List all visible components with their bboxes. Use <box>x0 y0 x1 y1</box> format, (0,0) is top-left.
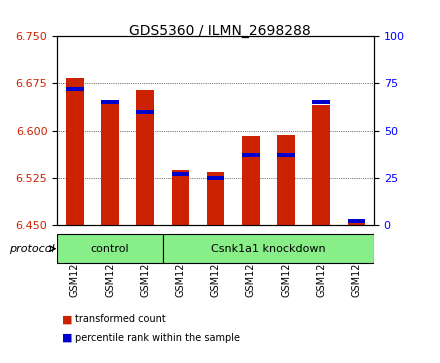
Bar <box>172 170 189 225</box>
Bar <box>242 153 260 157</box>
Bar <box>207 172 224 225</box>
Bar <box>348 221 365 225</box>
Bar <box>66 87 84 91</box>
Bar <box>207 176 224 180</box>
Bar <box>277 153 295 157</box>
Bar <box>101 104 119 225</box>
Bar <box>66 78 84 225</box>
Text: GDS5360 / ILMN_2698288: GDS5360 / ILMN_2698288 <box>129 24 311 38</box>
Text: ■: ■ <box>62 333 72 343</box>
Bar <box>277 135 295 225</box>
Text: protocol: protocol <box>9 244 55 254</box>
Bar <box>136 90 154 225</box>
Text: transformed count: transformed count <box>75 314 165 325</box>
Bar <box>312 105 330 225</box>
Bar <box>136 110 154 114</box>
Bar <box>172 172 189 176</box>
Bar <box>101 101 119 104</box>
Text: percentile rank within the sample: percentile rank within the sample <box>75 333 240 343</box>
Bar <box>242 136 260 225</box>
Text: control: control <box>91 244 129 254</box>
Bar <box>348 219 365 223</box>
FancyBboxPatch shape <box>57 234 163 264</box>
Bar <box>312 101 330 104</box>
Text: Csnk1a1 knockdown: Csnk1a1 knockdown <box>211 244 326 254</box>
FancyBboxPatch shape <box>163 234 374 264</box>
Text: ■: ■ <box>62 314 72 325</box>
